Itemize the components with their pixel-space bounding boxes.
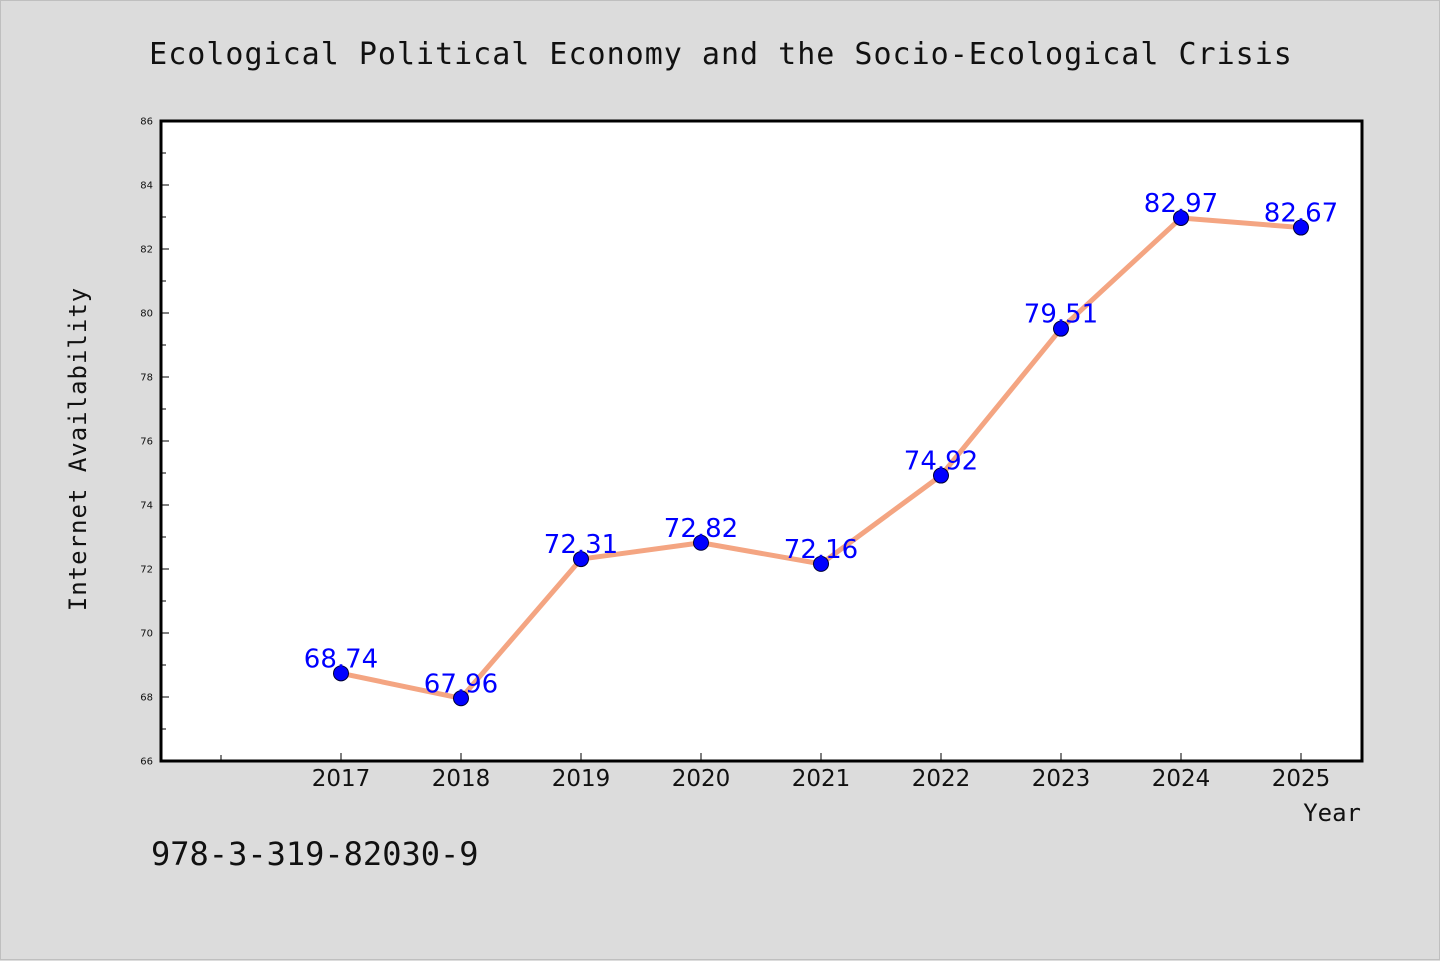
x-tick-label: 2025: [1272, 766, 1331, 792]
data-point-label: 79.51: [1024, 300, 1098, 330]
y-tick-label: 72: [140, 565, 153, 576]
data-point-marker: [1053, 320, 1069, 337]
y-tick-label: 74: [140, 501, 153, 512]
data-point-label: 72.82: [664, 514, 738, 544]
data-point-label: 74.92: [904, 447, 978, 477]
data-point-label: 82.67: [1264, 199, 1338, 229]
x-tick-label: 2018: [432, 766, 491, 792]
x-tick-label: 2021: [792, 766, 851, 792]
y-tick-label: 78: [140, 373, 153, 384]
data-point-label: 68.74: [304, 644, 378, 674]
y-axis-label: Internet Availability: [64, 287, 92, 611]
y-tick-label: 76: [140, 437, 153, 448]
x-tick-label: 2017: [312, 766, 371, 792]
y-tick-label: 68: [140, 693, 153, 704]
data-point-marker: [933, 467, 949, 484]
y-tick-label: 70: [140, 629, 153, 640]
data-point-marker: [813, 555, 829, 572]
data-point-marker: [453, 690, 469, 707]
x-tick-label: 2024: [1152, 766, 1211, 792]
data-point-label: 72.16: [784, 535, 858, 565]
chart-title: Ecological Political Economy and the Soc…: [149, 37, 1293, 72]
data-point-label: 67.96: [424, 669, 498, 699]
data-point-marker: [693, 534, 709, 551]
data-point-marker: [1173, 209, 1189, 226]
isbn-footnote: 978-3-319-82030-9: [151, 835, 479, 873]
x-tick-label: 2023: [1032, 766, 1091, 792]
data-point-marker: [1293, 219, 1309, 236]
data-point-label: 72.31: [544, 530, 618, 560]
y-tick-label: 84: [140, 181, 153, 192]
x-axis-label: Year: [1303, 799, 1361, 827]
x-tick-label: 2022: [912, 766, 971, 792]
series-line-group: 68.74 67.96 72.31 72.82 72.16 74.92 79.51 82.97…: [304, 189, 1338, 707]
y-tick-label: 82: [140, 245, 153, 256]
x-tick-label: 2019: [552, 766, 611, 792]
data-point-label: 82.97: [1144, 189, 1218, 219]
y-tick-label: 66: [140, 757, 153, 768]
y-axis: 66 68 70 72 74 76 78 80 82 84 86: [140, 117, 169, 768]
y-tick-label: 86: [140, 117, 153, 128]
plot-area: [159, 119, 1364, 763]
x-tick-label: 2020: [672, 766, 731, 792]
x-axis: 2017 2018 2019 2020 2021 2022 2023 2024 2025: [220, 753, 1331, 792]
y-tick-label: 80: [140, 309, 153, 320]
data-point-marker: [333, 665, 349, 682]
data-point-marker: [573, 551, 589, 568]
